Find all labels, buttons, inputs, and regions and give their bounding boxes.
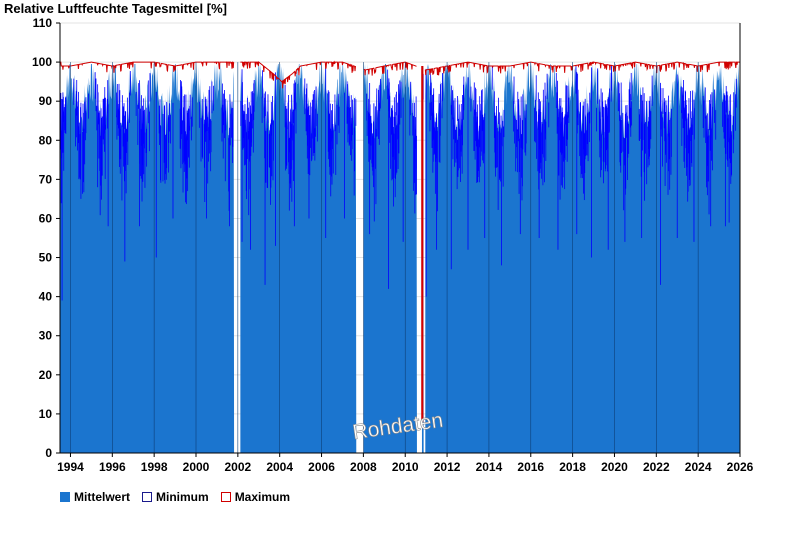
y-tick-label-50: 50 (39, 251, 53, 265)
x-tick-label-2016: 2016 (517, 460, 544, 474)
y-tick-label-110: 110 (33, 16, 53, 30)
minimum-layer (60, 64, 737, 422)
legend: Mittelwert Minimum Maximum (60, 490, 302, 504)
mean-area (60, 64, 740, 454)
y-tick-label-100: 100 (32, 55, 52, 69)
y-tick-label-10: 10 (39, 407, 53, 421)
maximum-line (60, 60, 740, 89)
x-tick-label-1994: 1994 (57, 460, 84, 474)
x-tick-label-2020: 2020 (601, 460, 628, 474)
legend-item-mean: Mittelwert (60, 490, 130, 504)
y-tick-label-30: 30 (39, 329, 53, 343)
chart-title: Relative Luftfeuchte Tagesmittel [%] (4, 1, 227, 16)
x-tick-label-2000: 2000 (183, 460, 210, 474)
x-tick-label-2022: 2022 (643, 460, 670, 474)
y-tick-label-20: 20 (39, 368, 53, 382)
x-tick-label-2010: 2010 (392, 460, 419, 474)
maximum-swatch (220, 492, 231, 502)
y-tick-label-70: 70 (39, 172, 53, 186)
legend-item-minimum: Minimum (142, 490, 209, 504)
mean-swatch (60, 492, 70, 502)
x-tick-label-2012: 2012 (434, 460, 461, 474)
y-tick-labels: 0 10 20 30 40 50 60 70 80 90 100 110 (32, 16, 52, 460)
legend-item-maximum: Maximum (220, 490, 291, 504)
x-tick-label-1998: 1998 (141, 460, 168, 474)
y-tick-label-90: 90 (39, 94, 53, 108)
x-tick-label-2004: 2004 (266, 460, 293, 474)
legend-label-maximum: Maximum (234, 490, 291, 504)
y-tick-label-40: 40 (39, 290, 53, 304)
bars-layer (60, 64, 740, 454)
y-tick-label-0: 0 (45, 446, 52, 460)
x-tick-labels: 1994 1996 1998 2000 2002 2004 2006 2008 2010 2012… (57, 460, 754, 474)
minimum-swatch (142, 492, 153, 502)
y-tick-label-60: 60 (39, 211, 53, 225)
legend-label-minimum: Minimum (156, 490, 209, 504)
legend-label-mean: Mittelwert (74, 490, 131, 504)
y-tick-label-80: 80 (39, 133, 53, 147)
year-separator-layer (70, 62, 699, 453)
x-tick-label-2014: 2014 (476, 460, 503, 474)
x-tick-label-2018: 2018 (559, 460, 586, 474)
axes-layer (56, 22, 741, 457)
x-tick-label-2006: 2006 (308, 460, 335, 474)
x-tick-label-1996: 1996 (99, 460, 126, 474)
x-tick-label-2002: 2002 (224, 460, 251, 474)
x-tick-label-2026: 2026 (727, 460, 754, 474)
x-tick-label-2008: 2008 (350, 460, 377, 474)
x-tick-label-2024: 2024 (685, 460, 712, 474)
